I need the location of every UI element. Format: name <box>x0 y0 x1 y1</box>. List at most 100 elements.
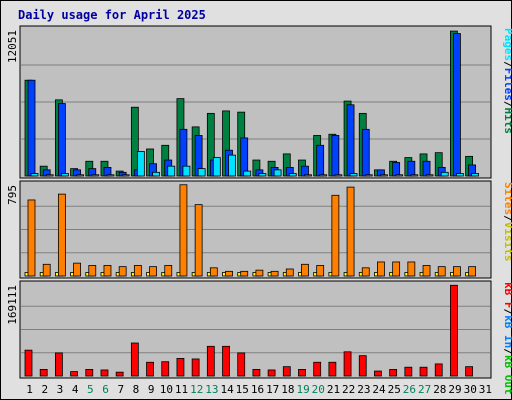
side-label-part: Visits <box>502 222 512 262</box>
x-label-day-20: 20 <box>312 383 325 396</box>
bar-kb-f-day-2 <box>39 369 48 377</box>
chart-title: Daily usage for April 2025 <box>18 8 206 22</box>
bar-files-day-21 <box>331 135 340 177</box>
bar-kb-f-day-9 <box>146 361 154 377</box>
bar-pages-day-27 <box>425 174 434 177</box>
bar-pages-day-3 <box>60 173 69 177</box>
bar-sites-day-22 <box>346 186 355 277</box>
bar-kb-f-day-23 <box>358 355 367 377</box>
x-label-day-25: 25 <box>388 383 401 396</box>
bar-pages-day-16 <box>258 173 267 177</box>
x-label-day-30: 30 <box>464 383 477 396</box>
bar-files-day-23 <box>361 128 370 177</box>
side-label-bottom: kB F/kB In/kB Out <box>502 282 512 395</box>
x-label-day-21: 21 <box>327 383 340 396</box>
x-label-day-31: 31 <box>479 383 492 396</box>
bar-sites-day-5 <box>88 265 97 277</box>
bar-kb-f-day-10 <box>161 361 170 377</box>
bar-kb-f-day-3 <box>54 352 63 377</box>
bar-kb-f-day-22 <box>343 351 352 377</box>
bar-sites-day-20 <box>316 265 325 277</box>
bar-pages-day-15 <box>243 170 252 177</box>
side-label-middle: Sites/Visits <box>502 182 512 262</box>
bar-kb-f-day-11 <box>176 358 185 377</box>
x-label-day-6: 6 <box>102 383 109 396</box>
bar-kb-f-day-17 <box>267 369 276 377</box>
x-label-day-8: 8 <box>133 383 140 396</box>
bar-kb-f-day-21 <box>328 361 337 377</box>
bar-sites-day-16 <box>255 269 264 277</box>
bar-sites-day-8 <box>133 265 142 277</box>
bar-files-day-26 <box>407 160 416 177</box>
bar-kb-f-day-27 <box>419 366 428 377</box>
bar-pages-day-10 <box>167 165 176 177</box>
side-label-part: / <box>502 309 512 316</box>
bar-pages-day-9 <box>152 171 160 177</box>
bar-sites-day-1 <box>27 199 36 277</box>
bar-kb-f-day-13 <box>206 345 215 377</box>
bar-files-day-25 <box>392 162 401 177</box>
bar-sites-day-19 <box>301 263 309 277</box>
bar-pages-day-11 <box>182 165 191 177</box>
panel-hits-files-pages: 12051 <box>6 25 492 179</box>
side-label-part: Files <box>502 68 512 101</box>
bar-pages-day-24 <box>380 174 388 177</box>
bar-pages-day-13 <box>212 157 221 177</box>
x-axis-labels: 1 2 3 4 5 6 7 8 9 10 11 12 13 14 15 16 17 18 19 20 21 22 23 24 2… <box>26 383 492 396</box>
bar-sites-day-27 <box>422 265 431 277</box>
bar-sites-day-26 <box>407 261 416 277</box>
x-label-day-18: 18 <box>281 383 294 396</box>
bar-pages-day-21 <box>334 174 343 177</box>
x-label-day-15: 15 <box>236 383 249 396</box>
bar-kb-f-day-5 <box>85 369 94 377</box>
bar-pages-day-8 <box>136 151 145 177</box>
x-label-day-2: 2 <box>41 383 48 396</box>
bar-pages-day-26 <box>410 174 419 177</box>
side-label-part: / <box>502 101 512 108</box>
bar-sites-day-18 <box>285 268 294 277</box>
bar-kb-f-day-26 <box>404 366 413 377</box>
x-label-day-11: 11 <box>175 383 188 396</box>
y-max-label: 169111 <box>6 285 19 325</box>
x-label-day-5: 5 <box>87 383 94 396</box>
panel-kb: 169111 <box>6 280 492 379</box>
bar-kb-f-day-30 <box>465 366 474 377</box>
x-label-day-13: 13 <box>205 383 218 396</box>
x-label-day-27: 27 <box>418 383 431 396</box>
x-label-day-19: 19 <box>296 383 309 396</box>
x-label-day-1: 1 <box>26 383 33 396</box>
bar-pages-day-1 <box>30 173 39 177</box>
bar-sites-day-11 <box>179 184 188 277</box>
side-label-part: Sites <box>502 182 512 215</box>
bar-kb-f-day-6 <box>100 369 109 377</box>
bar-files-day-3 <box>57 103 66 177</box>
side-label-top: Pages/Files/Hits <box>502 28 512 134</box>
bar-sites-day-3 <box>57 193 66 277</box>
bar-kb-f-day-8 <box>130 342 139 377</box>
bar-sites-day-9 <box>149 266 157 277</box>
x-label-day-17: 17 <box>266 383 279 396</box>
bar-pages-day-14 <box>228 154 236 177</box>
bar-pages-day-18 <box>288 173 297 177</box>
bar-files-day-20 <box>316 144 325 177</box>
x-label-day-16: 16 <box>251 383 264 396</box>
bar-pages-day-30 <box>471 173 480 177</box>
bar-files-day-22 <box>346 104 355 177</box>
bar-kb-f-day-15 <box>237 352 246 377</box>
bar-sites-day-21 <box>331 194 340 277</box>
bar-sites-day-23 <box>361 267 370 277</box>
bar-sites-day-24 <box>377 261 385 277</box>
side-label-part: Pages <box>502 28 512 61</box>
x-label-day-9: 9 <box>148 383 155 396</box>
y-max-label: 12051 <box>6 30 19 63</box>
bar-kb-f-day-24 <box>374 370 382 377</box>
x-label-day-4: 4 <box>72 383 79 396</box>
side-label-part: / <box>502 61 512 68</box>
bar-sites-day-28 <box>437 266 446 277</box>
bar-sites-day-30 <box>468 266 477 277</box>
bar-pages-day-4 <box>76 174 84 177</box>
x-label-day-29: 29 <box>448 383 461 396</box>
bar-sites-day-15 <box>240 270 249 277</box>
x-label-day-28: 28 <box>433 383 446 396</box>
